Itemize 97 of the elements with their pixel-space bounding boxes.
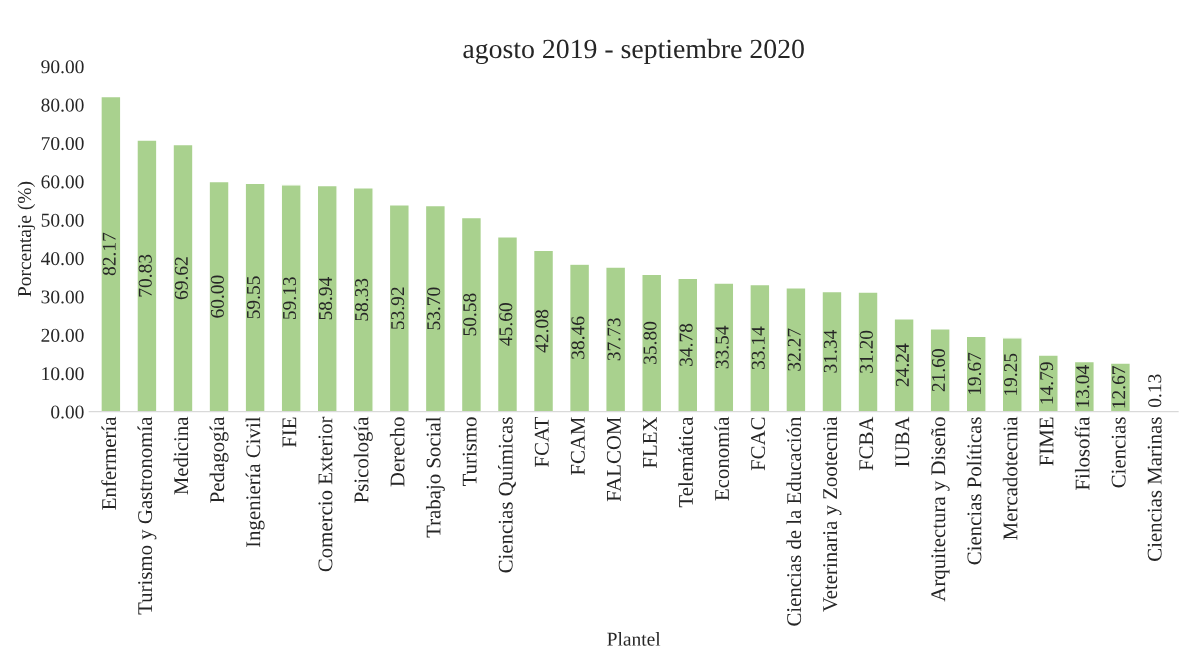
x-tick-label: Arquitectura y Diseño [931,417,950,602]
x-tick-label: Ciencias [1111,417,1126,488]
data-label: 14.79 [1040,362,1054,404]
bar [749,283,771,412]
x-tick-label: Turismo y Gastronomía [137,416,157,615]
x-tick-label: FLEX [643,416,657,469]
bar [893,317,915,412]
bar [100,95,122,412]
x-tick-label: Comercio Exterior [318,416,333,572]
data-label: 53.92 [391,287,405,329]
x-tick-label: Ciencias Marinas [1147,417,1162,561]
x-tick-label: Enfermería [101,416,117,510]
bar [136,139,158,412]
y-tick-label: 20.00 [41,328,84,342]
bar [388,204,410,412]
bar [424,204,446,412]
y-tick-label: 70.00 [41,136,84,151]
bar [713,282,735,412]
x-tick-label: Derecho [389,417,405,487]
x-tick-label: Economía [714,416,730,501]
data-label: 53.70 [427,287,441,330]
y-tick-label: 50.00 [41,213,84,227]
data-label: 13.04 [1076,365,1090,407]
data-label: 31.34 [823,329,837,373]
x-tick-label: FCAM [570,417,585,475]
x-tick-label: Ciencias Químicas [498,417,516,573]
data-label: 19.25 [1004,353,1018,395]
bar [208,180,230,412]
bar [857,291,879,412]
data-label: 35.80 [643,321,657,364]
x-tick-label: Telemática [678,416,693,508]
x-tick-label: Turismo [462,417,477,487]
x-tick-label: FIME [1039,417,1054,466]
x-tick-label: Psicología [353,416,373,503]
data-label: 59.55 [246,276,261,319]
data-label: 37.73 [607,318,621,361]
bar [280,184,302,412]
x-tick-label: Trabajo Social [425,416,445,538]
data-label: 0.13 [1148,374,1162,407]
x-tick-label: IUBA [895,416,910,467]
data-label: 31.20 [859,330,873,373]
data-label: 45.60 [499,303,513,346]
bar [641,273,663,412]
bar [821,290,843,412]
bar [316,184,338,412]
x-tick-label: Medicina [173,416,189,495]
x-tick-label: Ciencias de la Educación [786,416,802,626]
data-label: 60.00 [210,275,224,318]
x-tick-label: Ingeniería Civil [245,416,265,548]
data-label: 82.17 [102,232,116,276]
bar [244,182,266,412]
x-tick-label: FCBA [859,416,874,471]
bar [460,216,483,412]
bar [172,143,194,412]
data-label: 42.08 [535,309,549,353]
bar [352,187,374,412]
x-tick-label: FCAT [534,416,549,467]
data-label: 19.67 [967,352,982,395]
bar [1001,337,1023,412]
chart-title: agosto 2019 - septiembre 2020 [463,38,804,65]
x-tick-label: Filosofía [1074,416,1090,491]
y-tick-label: 40.00 [41,252,84,266]
bar [785,287,807,412]
data-label: 50.58 [463,293,477,336]
x-tick-label: Ciencias Políticas [966,417,982,565]
data-label: 69.62 [174,257,188,300]
data-label: 21.60 [931,349,946,392]
x-axis-title: Plantel [607,632,661,646]
x-tick-label: FCAC [751,417,766,471]
x-tick-label: Veterinaria y Zootecnia [823,416,842,612]
data-label: 32.27 [787,328,801,371]
data-label: 38.46 [571,316,585,359]
x-tick-label: FIE [282,417,297,448]
y-tick-label: 90.00 [41,60,84,74]
bar [496,236,519,412]
data-label: 24.24 [895,343,910,387]
x-tick-label: FALCOM [606,417,621,502]
y-tick-label: 30.00 [41,290,84,304]
y-tick-label: 10.00 [42,367,84,381]
data-label: 33.14 [751,326,765,370]
data-label: 58.33 [355,278,369,321]
x-tick-label: Mercadotecnia [1002,416,1018,540]
bar [568,263,591,412]
y-tick-label: 0.00 [51,405,84,419]
y-tick-label: 80.00 [41,98,84,112]
x-tick-label: Pedagogía [209,416,229,503]
data-label: 58.94 [318,277,333,320]
data-label: 70.83 [138,254,152,297]
y-tick-label: 60.00 [41,175,84,189]
y-axis-title: Porcentaje (%) [17,181,36,297]
bar [677,277,699,412]
bar [532,249,555,412]
data-label: 33.54 [715,325,729,369]
data-label: 12.67 [1112,366,1126,408]
data-label: 34.78 [679,323,693,366]
data-label: 59.13 [282,277,297,319]
bar [605,266,627,412]
